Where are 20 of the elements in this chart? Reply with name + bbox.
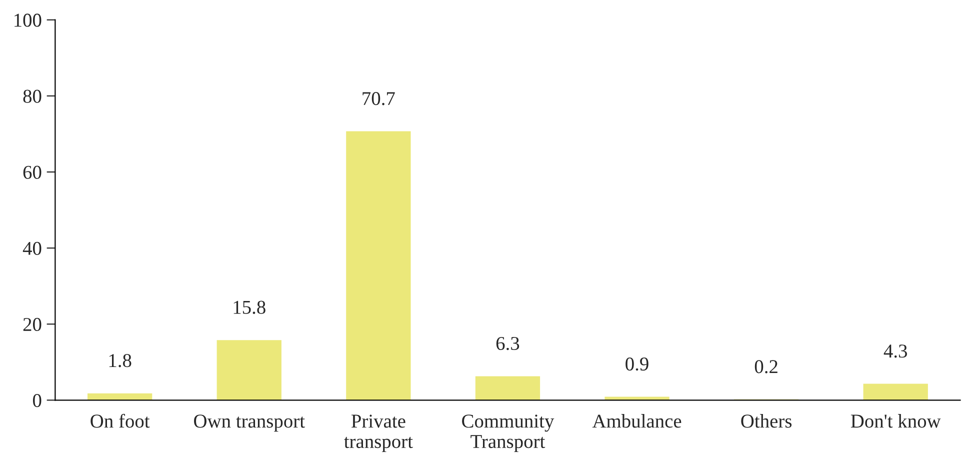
data-label: 0.2 <box>754 360 778 374</box>
x-tick-label: Private transport <box>344 414 413 452</box>
data-label: 6.3 <box>496 336 520 350</box>
data-label: 4.3 <box>884 344 907 358</box>
x-tick-label: Don't know <box>850 414 941 428</box>
x-tick-label: On foot <box>90 414 150 428</box>
data-label: 0.9 <box>626 357 648 371</box>
x-tick-label: Own transport <box>194 414 305 432</box>
data-label: 70.7 <box>362 92 395 106</box>
y-tick-label: 80 <box>23 90 42 103</box>
y-tick-label: 60 <box>23 166 42 179</box>
y-tick-label: 100 <box>14 14 42 27</box>
x-tick-label: Community Transport <box>462 414 554 452</box>
data-label: 15.8 <box>234 300 266 314</box>
x-tick-label: Others <box>741 414 792 428</box>
y-tick-label: 20 <box>23 318 42 332</box>
x-tick-label: Ambulance <box>592 414 682 428</box>
y-tick-label: 40 <box>22 242 42 255</box>
data-label: 1.8 <box>109 354 132 368</box>
y-tick-label: 0 <box>33 394 42 408</box>
